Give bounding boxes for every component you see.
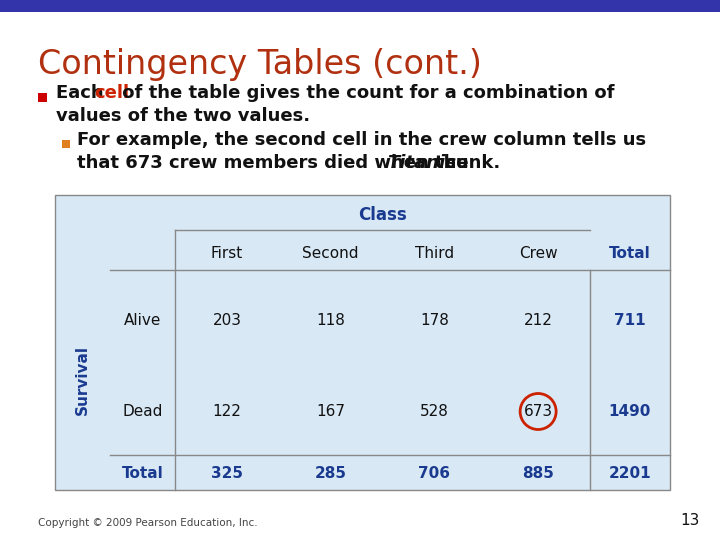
Text: 706: 706 — [418, 466, 451, 481]
Text: 13: 13 — [680, 513, 700, 528]
Text: 203: 203 — [212, 313, 241, 328]
Text: Survival: Survival — [75, 345, 90, 415]
Text: Third: Third — [415, 246, 454, 260]
Text: 711: 711 — [614, 313, 646, 328]
Text: First: First — [211, 246, 243, 260]
Text: Titanic: Titanic — [387, 154, 456, 172]
Text: that 673 crew members died when the: that 673 crew members died when the — [77, 154, 475, 172]
Text: 2201: 2201 — [608, 466, 652, 481]
Text: Second: Second — [302, 246, 359, 260]
Text: 1490: 1490 — [609, 404, 651, 419]
Text: 178: 178 — [420, 313, 449, 328]
Text: Total: Total — [122, 466, 163, 481]
Text: 885: 885 — [522, 466, 554, 481]
Text: sunk.: sunk. — [439, 154, 500, 172]
Text: Dead: Dead — [122, 404, 163, 419]
Text: 325: 325 — [211, 466, 243, 481]
FancyBboxPatch shape — [62, 140, 70, 148]
Bar — [0, 0, 720, 12]
Text: Total: Total — [609, 246, 651, 260]
Text: 212: 212 — [523, 313, 552, 328]
Text: Class: Class — [358, 206, 407, 224]
Text: 167: 167 — [316, 404, 345, 419]
Text: Crew: Crew — [519, 246, 557, 260]
Text: Copyright © 2009 Pearson Education, Inc.: Copyright © 2009 Pearson Education, Inc. — [38, 518, 258, 528]
Text: 118: 118 — [316, 313, 345, 328]
Text: Contingency Tables (cont.): Contingency Tables (cont.) — [38, 48, 482, 81]
Text: of the table gives the count for a combination of: of the table gives the count for a combi… — [116, 84, 614, 102]
Text: For example, the second cell in the crew column tells us: For example, the second cell in the crew… — [77, 131, 646, 149]
Text: values of the two values.: values of the two values. — [56, 107, 310, 125]
Text: 528: 528 — [420, 404, 449, 419]
Text: 122: 122 — [212, 404, 241, 419]
Text: cell: cell — [94, 84, 129, 102]
FancyBboxPatch shape — [55, 195, 670, 490]
FancyBboxPatch shape — [38, 92, 47, 102]
Text: 285: 285 — [315, 466, 346, 481]
Text: 673: 673 — [523, 404, 553, 419]
Text: Alive: Alive — [124, 313, 161, 328]
Text: Each: Each — [56, 84, 110, 102]
